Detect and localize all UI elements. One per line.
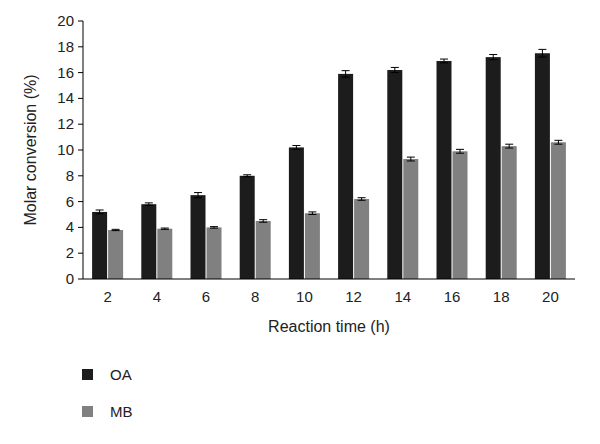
legend-swatch — [82, 369, 93, 380]
y-tick — [78, 21, 83, 22]
y-tick-label: 10 — [57, 141, 74, 158]
error-bar — [161, 228, 169, 229]
bar — [108, 230, 123, 279]
y-axis — [83, 21, 84, 279]
error-bar — [292, 145, 300, 149]
error-bar — [391, 67, 399, 72]
y-tick — [78, 46, 83, 47]
bar — [486, 57, 501, 279]
error-bar — [112, 229, 120, 230]
y-tick-label: 8 — [66, 167, 74, 184]
error-bar — [554, 140, 562, 144]
y-tick-label: 16 — [57, 64, 74, 81]
y-tick — [78, 201, 83, 202]
bar — [453, 151, 468, 279]
chart-svg: 0 2 4 6 8 10 12 14 16 18 20 2 4 6 8 10 12 14 16 18 20 Reactio… — [0, 0, 600, 444]
x-tick-label: 6 — [202, 288, 210, 305]
bar — [305, 213, 320, 279]
bar — [354, 199, 369, 279]
x-tick-label: 18 — [493, 288, 510, 305]
y-axis-label: Molar conversion (%) — [22, 74, 39, 225]
error-bar — [243, 175, 251, 177]
error-bar — [145, 203, 153, 206]
bar — [240, 176, 255, 279]
error-bar — [194, 193, 202, 198]
x-tick-label: 2 — [103, 288, 111, 305]
bar — [403, 159, 418, 279]
error-bar — [407, 157, 415, 161]
y-tick — [78, 124, 83, 125]
bar — [141, 204, 156, 279]
error-bar — [342, 71, 350, 77]
bar — [256, 221, 271, 279]
error-bar — [489, 55, 497, 60]
y-tick — [78, 150, 83, 151]
bar — [289, 147, 304, 279]
y-tick-label: 18 — [57, 38, 74, 55]
error-bar — [440, 59, 448, 63]
y-tick-label: 2 — [66, 244, 74, 261]
y-tick — [78, 175, 83, 176]
y-tick-label: 12 — [57, 115, 74, 132]
error-bar — [505, 144, 513, 148]
bar — [207, 227, 222, 279]
y-tick-label: 14 — [57, 89, 74, 106]
y-tick-label: 20 — [57, 12, 74, 29]
error-bar — [358, 198, 366, 201]
error-bar — [538, 49, 546, 57]
x-tick-label: 20 — [542, 288, 559, 305]
x-tick-label: 12 — [345, 288, 362, 305]
error-bar — [210, 227, 218, 229]
y-tick — [78, 279, 83, 280]
x-axis — [83, 279, 575, 280]
error-bar — [96, 210, 104, 214]
bar — [191, 195, 206, 279]
y-tick — [78, 98, 83, 99]
bar — [551, 142, 566, 279]
x-tick-label: 10 — [296, 288, 313, 305]
x-tick-label: 4 — [153, 288, 161, 305]
legend-label: MB — [110, 403, 133, 420]
bar — [502, 146, 517, 279]
y-tick — [78, 227, 83, 228]
bar — [92, 212, 107, 279]
y-tick — [78, 72, 83, 73]
x-tick-label: 16 — [444, 288, 461, 305]
error-bar — [456, 149, 464, 153]
bar — [535, 53, 550, 279]
legend-swatch — [82, 406, 93, 417]
x-tick-label: 8 — [251, 288, 259, 305]
bar — [437, 61, 452, 279]
bar — [387, 70, 402, 279]
legend-label: OA — [110, 366, 132, 383]
x-tick-label: 14 — [394, 288, 411, 305]
chart-container: 0 2 4 6 8 10 12 14 16 18 20 2 4 6 8 10 12 14 16 18 20 Reactio… — [0, 0, 600, 444]
bar — [157, 229, 172, 279]
y-tick-label: 6 — [66, 193, 74, 210]
error-bar — [259, 220, 267, 223]
y-tick — [78, 253, 83, 254]
y-tick-label: 4 — [66, 218, 74, 235]
x-axis-label: Reaction time (h) — [268, 318, 390, 335]
error-bar — [308, 212, 316, 215]
bar — [338, 74, 353, 279]
bars — [92, 49, 566, 279]
y-tick-label: 0 — [66, 270, 74, 287]
